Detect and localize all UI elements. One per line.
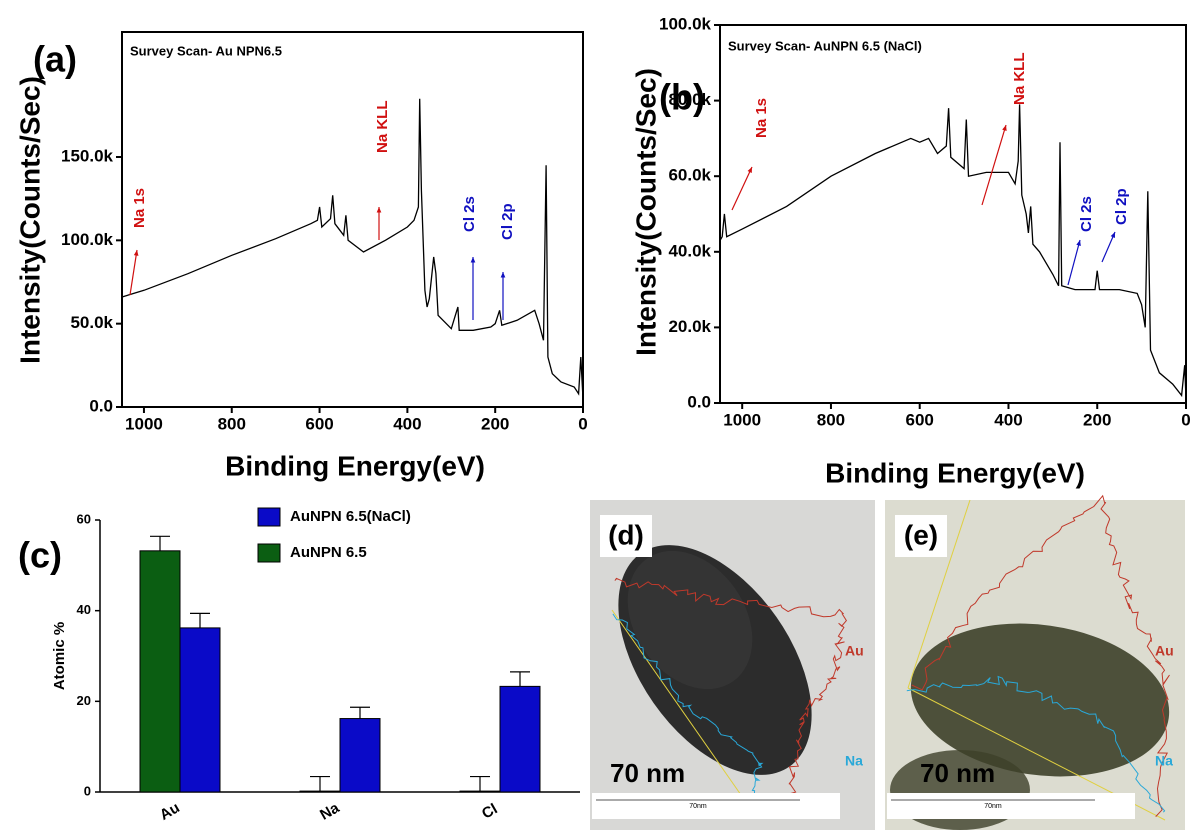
y-axis-label: Atomic % [51, 622, 68, 690]
x-tick-label: Na [317, 799, 343, 824]
y-axis-label: Intensity(Counts/Sec) [630, 68, 661, 356]
annotation: Cl 2s [461, 196, 478, 232]
y-tick-label: 80.0k [668, 90, 711, 109]
annotation: Na 1s [131, 188, 148, 228]
chart-title: Survey Scan- AuNPN 6.5 (NaCl) [728, 38, 922, 53]
bar [499, 685, 541, 793]
scale-bar-box [887, 793, 1135, 819]
x-tick-label: 800 [817, 410, 845, 429]
na-line-scan [612, 613, 764, 819]
au-line-scan [911, 494, 1170, 817]
bar [299, 790, 341, 793]
panel-label: (c) [18, 535, 62, 576]
x-tick-label: 400 [393, 414, 421, 433]
y-tick-label: 40 [77, 602, 91, 617]
legend-swatch [257, 507, 281, 527]
scale-text: 70 nm [920, 758, 995, 788]
na-line-scan [906, 675, 1166, 813]
arrow-head [1110, 232, 1115, 238]
spectrum-line [121, 98, 584, 399]
arrow-head [500, 272, 506, 278]
scan-line [611, 609, 749, 806]
y-tick-label: 20.0k [668, 317, 711, 336]
scale-bar-text: 70nm [689, 803, 707, 810]
y-tick-label: 40.0k [668, 241, 711, 260]
bar [179, 627, 221, 793]
annotation: Na KLL [374, 101, 391, 154]
arrow-head [747, 167, 752, 173]
arrow-head [1002, 125, 1007, 131]
panel-label: (e) [904, 519, 938, 550]
y-tick-label: 20 [77, 693, 91, 708]
x-tick-label: 400 [994, 410, 1022, 429]
scale-bar-box [592, 793, 840, 819]
annotation-arrow [1067, 239, 1081, 286]
y-tick-label: 60 [77, 511, 91, 526]
panel-label-box [600, 515, 652, 557]
arrow-head [470, 257, 476, 263]
x-tick-label: 1000 [125, 414, 163, 433]
annotation: Cl 2p [499, 203, 516, 240]
y-tick-label: 100.0k [61, 230, 114, 249]
bar [459, 790, 501, 793]
y-tick-label: 60.0k [668, 166, 711, 185]
annotation-arrow [731, 166, 753, 211]
chart-title: Survey Scan- Au NPN6.5 [130, 43, 282, 58]
element-label: Na [1155, 753, 1173, 769]
x-tick-label: Cl [479, 800, 500, 822]
element-label: Na [845, 753, 863, 769]
arrow-head [133, 250, 139, 256]
x-tick-label: 1000 [723, 410, 761, 429]
x-tick-label: 200 [481, 414, 509, 433]
legend-swatch [257, 543, 281, 563]
particle-e [910, 623, 1170, 777]
element-label: Au [1155, 643, 1174, 659]
arrow-head [376, 207, 382, 213]
annotation: Na KLL [1011, 53, 1028, 106]
annotation: Cl 2s [1078, 196, 1095, 232]
annotation-arrow [981, 124, 1007, 206]
y-tick-label: 0.0 [89, 396, 113, 415]
x-tick-label: 0 [1181, 410, 1190, 429]
scale-bar-text: 70nm [984, 803, 1002, 810]
spectrum-line [719, 104, 1187, 400]
legend-label: AuNPN 6.5 [290, 544, 367, 561]
panel-label: (b) [659, 77, 705, 118]
annotation: Cl 2p [1113, 188, 1130, 225]
x-tick-label: Au [157, 799, 183, 824]
x-tick-label: 800 [218, 414, 246, 433]
legend-label: AuNPN 6.5(NaCl) [290, 508, 411, 525]
annotation: Na 1s [753, 98, 770, 138]
element-label: Au [845, 643, 864, 659]
panel-label-box [895, 515, 947, 557]
x-tick-label: 600 [906, 410, 934, 429]
x-tick-label: 600 [305, 414, 333, 433]
y-tick-label: 50.0k [70, 313, 113, 332]
panel-label: (d) [608, 519, 644, 550]
y-tick-label: 150.0k [61, 146, 114, 165]
plot-frame [121, 31, 584, 408]
x-axis-label: Binding Energy(eV) [225, 450, 485, 481]
arrow-head [1076, 240, 1081, 246]
scan-line [907, 499, 971, 689]
bar [139, 550, 181, 793]
panel-label: (a) [33, 39, 77, 80]
annotation-arrow [129, 249, 138, 296]
y-axis-label: Intensity(Counts/Sec) [14, 76, 45, 364]
y-tick-label: 100.0k [659, 14, 712, 33]
plot-frame [719, 24, 1187, 404]
y-tick-label: 0.0 [687, 392, 711, 411]
au-line-scan [614, 577, 848, 802]
bar [339, 718, 381, 793]
y-tick-label: 0 [84, 783, 91, 798]
x-tick-label: 200 [1083, 410, 1111, 429]
x-tick-label: 0 [578, 414, 587, 433]
x-axis-label: Binding Energy(eV) [825, 457, 1085, 488]
scale-text: 70 nm [610, 758, 685, 788]
